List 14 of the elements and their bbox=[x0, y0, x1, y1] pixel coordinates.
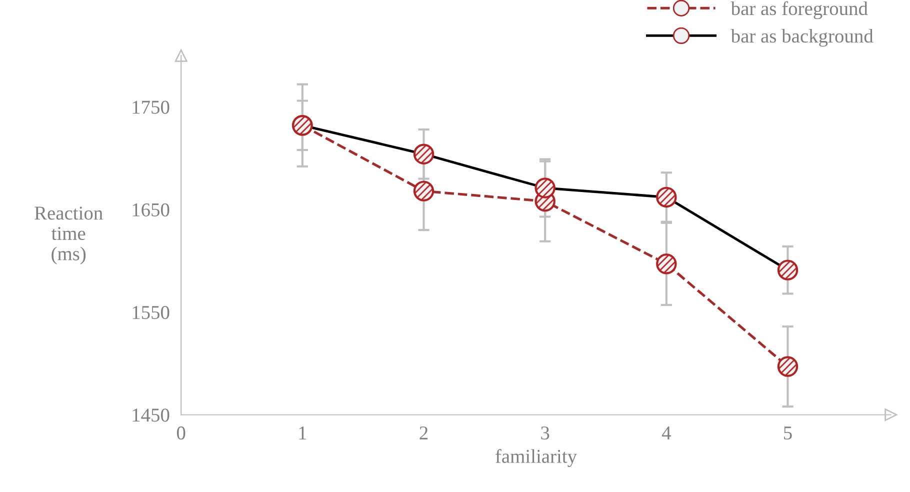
y-axis-title: Reaction time (ms) bbox=[34, 206, 103, 264]
x-tick-label: 1 bbox=[299, 426, 306, 440]
y-tick-label: 1450 bbox=[132, 408, 170, 422]
y-tick-label: 1650 bbox=[132, 203, 170, 216]
x-axis-title: familiarity bbox=[496, 449, 577, 467]
x-tick-label: 3 bbox=[541, 426, 550, 440]
legend-label: bar as background bbox=[730, 28, 874, 47]
x-tick-label: 0 bbox=[176, 426, 186, 440]
y-tick-label: 1750 bbox=[132, 100, 170, 114]
legend-label: bar as foreground bbox=[730, 1, 868, 20]
y-tick-label: 1550 bbox=[132, 306, 170, 320]
x-tick-label: 5 bbox=[784, 426, 792, 440]
x-tick-label: 4 bbox=[662, 426, 671, 440]
x-tick-label: 2 bbox=[420, 426, 428, 440]
